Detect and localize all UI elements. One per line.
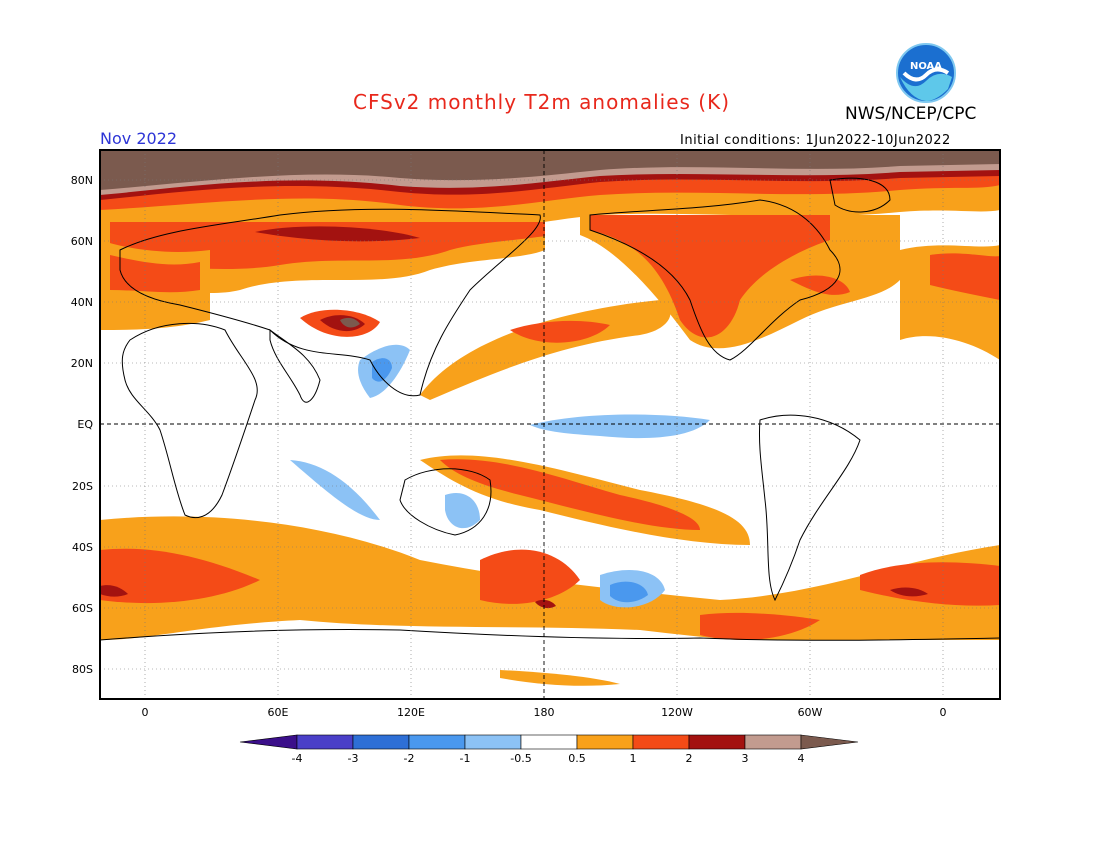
south-pacific-cooler: [610, 581, 648, 603]
forecast-period: Nov 2022: [100, 129, 178, 148]
australia-outline: [399, 468, 492, 536]
colorbar: [239, 734, 859, 750]
indian-ocean-cool: [290, 460, 380, 520]
tibet-extreme: [340, 317, 360, 328]
south-america-outline: [758, 414, 861, 602]
southern-ocean-hot-east: [860, 562, 1000, 606]
equatorial-pacific-cool: [530, 414, 710, 439]
agency-label: NWS/NCEP/CPC: [845, 104, 977, 124]
map-title: CFSv2 monthly T2m anomalies (K): [353, 90, 730, 114]
lat-label: EQ: [77, 418, 93, 431]
colorbar-p05-1: [576, 734, 634, 750]
colorbar-labels: -4 -3 -2 -1 -0.5 0.5 1 2 3 4: [292, 752, 805, 765]
east-atlantic-hot: [930, 253, 1000, 300]
north-america-hot: [590, 215, 830, 338]
colorbar-lt-neg4: [239, 734, 298, 750]
new-zealand-hot: [480, 549, 580, 604]
colorbar-label: -4: [292, 752, 303, 765]
lon-label: 120E: [397, 706, 425, 719]
colorbar-label: 2: [686, 752, 693, 765]
colorbar-label: -1: [460, 752, 471, 765]
lat-label: 60N: [71, 235, 93, 248]
europe-hot: [110, 255, 200, 293]
lat-label: 80S: [72, 663, 93, 676]
lon-label: 60W: [798, 706, 823, 719]
southern-ocean-hot-west: [100, 548, 260, 604]
colorbar-label: 3: [742, 752, 749, 765]
noaa-logo-text: NOAA: [910, 61, 942, 72]
longitude-labels: 0 60E 120E 180 120W 60W 0: [142, 706, 947, 719]
anomaly-field: [100, 150, 1000, 699]
colorbar-neg1-neg05: [464, 734, 522, 750]
antarctica-neutral: [100, 640, 1000, 699]
colorbar-label: 0.5: [568, 752, 586, 765]
siberia-very-hot: [255, 226, 420, 242]
lat-label: 40N: [71, 296, 93, 309]
colorbar-label: -0.5: [510, 752, 531, 765]
colorbar-neg3-neg2: [352, 734, 410, 750]
colorbar-label: 1: [630, 752, 637, 765]
lon-label: 0: [142, 706, 149, 719]
colorbar-label: -3: [348, 752, 359, 765]
lat-label: 80N: [71, 174, 93, 187]
antarctic-peninsula-hot: [700, 612, 820, 640]
colorbar-neg4-neg3: [296, 734, 354, 750]
lat-label: 40S: [72, 541, 93, 554]
north-pacific-hot: [510, 320, 610, 343]
noaa-logo: NOAA: [896, 43, 956, 103]
africa-outline: [121, 323, 258, 518]
colorbar-label: 4: [798, 752, 805, 765]
colorbar-p1-2: [632, 734, 690, 750]
southern-ocean-warm: [100, 516, 1000, 646]
lon-label: 180: [534, 706, 555, 719]
australia-cool: [445, 492, 480, 529]
equator-dateline: [100, 150, 1000, 699]
arctic-max-band: [100, 150, 1000, 190]
colorbar-neg2-neg1: [408, 734, 466, 750]
sw-pacific-hot: [440, 459, 700, 530]
ross-sea-warm: [500, 670, 620, 686]
coastlines: [100, 177, 1000, 641]
southern-ocean-very-hot-east: [890, 587, 928, 597]
colorbar-p3-4: [744, 734, 802, 750]
lat-label: 60S: [72, 602, 93, 615]
lat-label: 20N: [71, 357, 93, 370]
eurasia-outline: [119, 208, 541, 397]
new-zealand-very-hot: [535, 599, 556, 609]
colorbar-neutral: [520, 734, 578, 750]
south-china-sea-cooler: [372, 358, 392, 382]
colorbar-p2-3: [688, 734, 746, 750]
greenland-outline: [829, 177, 891, 213]
antarctica-outline: [100, 628, 1000, 641]
indian-subcontinent-outline: [269, 329, 321, 403]
north-america-outline: [589, 199, 841, 361]
lon-label: 120W: [661, 706, 693, 719]
eurasia-hot: [110, 222, 545, 270]
colorbar-gt-4: [800, 734, 859, 750]
northeast-us-hot: [790, 275, 850, 295]
lon-label: 0: [940, 706, 947, 719]
latitude-labels: 80N 60N 40N 20N EQ 20S 40S 60S 80S: [71, 174, 94, 676]
lon-label: 60E: [268, 706, 289, 719]
initial-conditions: Initial conditions: 1Jun2022-10Jun2022: [680, 133, 951, 148]
colorbar-label: -2: [404, 752, 415, 765]
lat-label: 20S: [72, 480, 93, 493]
southern-ocean-very-hot-west: [100, 585, 128, 597]
map-frame: [99, 149, 1001, 700]
